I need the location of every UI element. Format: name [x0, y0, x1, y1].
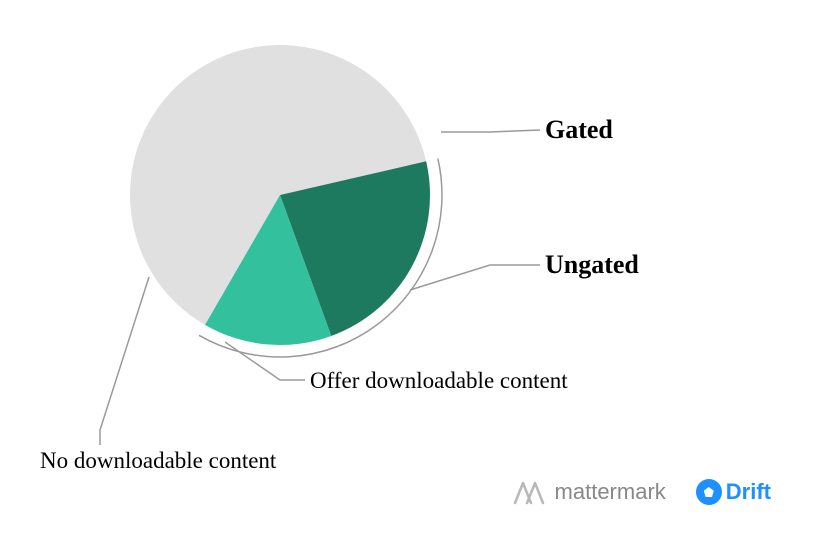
drift-logo: Drift [696, 479, 771, 505]
mattermark-text: mattermark [555, 479, 666, 505]
label-ungated: Ungated [545, 250, 639, 280]
chart-container: Gated Ungated Offer downloadable content… [0, 0, 831, 537]
label-no-content: No downloadable content [40, 448, 276, 474]
logo-row: mattermark Drift [513, 479, 771, 505]
mattermark-logo: mattermark [513, 479, 666, 505]
mattermark-icon [513, 479, 547, 505]
drift-icon [696, 479, 722, 505]
drift-text: Drift [726, 479, 771, 505]
label-gated: Gated [545, 115, 613, 145]
label-offer: Offer downloadable content [310, 368, 568, 394]
